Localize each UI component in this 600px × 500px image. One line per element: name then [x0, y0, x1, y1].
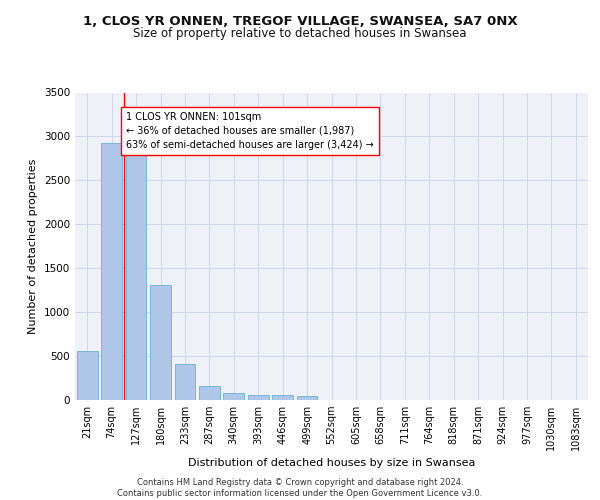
- Bar: [150, 285, 171, 400]
- Text: Size of property relative to detached houses in Swansea: Size of property relative to detached ho…: [133, 28, 467, 40]
- Bar: [77, 351, 98, 400]
- Bar: [296, 396, 317, 400]
- Bar: [101, 144, 122, 400]
- Bar: [175, 364, 196, 400]
- Bar: [272, 395, 293, 400]
- Bar: [125, 144, 146, 400]
- Text: 1, CLOS YR ONNEN, TREGOF VILLAGE, SWANSEA, SA7 0NX: 1, CLOS YR ONNEN, TREGOF VILLAGE, SWANSE…: [83, 15, 517, 28]
- Text: Contains HM Land Registry data © Crown copyright and database right 2024.
Contai: Contains HM Land Registry data © Crown c…: [118, 478, 482, 498]
- Bar: [199, 386, 220, 400]
- Bar: [248, 394, 269, 400]
- Y-axis label: Number of detached properties: Number of detached properties: [28, 158, 38, 334]
- Bar: [223, 393, 244, 400]
- X-axis label: Distribution of detached houses by size in Swansea: Distribution of detached houses by size …: [188, 458, 475, 468]
- Text: 1 CLOS YR ONNEN: 101sqm
← 36% of detached houses are smaller (1,987)
63% of semi: 1 CLOS YR ONNEN: 101sqm ← 36% of detache…: [127, 112, 374, 150]
